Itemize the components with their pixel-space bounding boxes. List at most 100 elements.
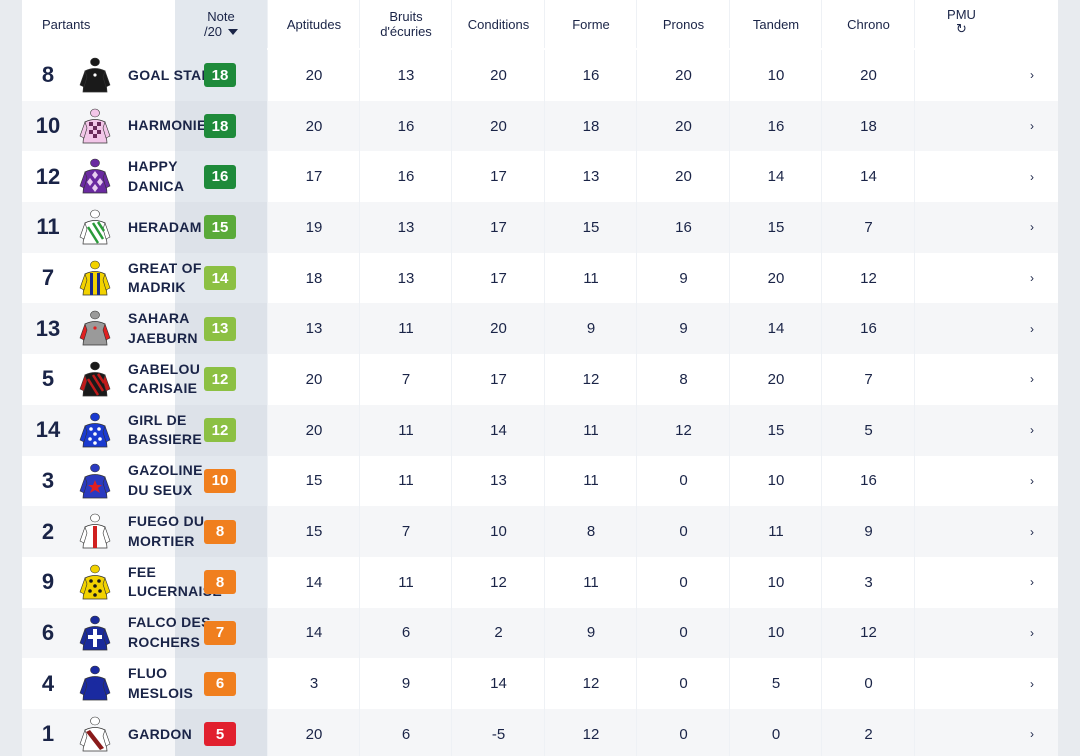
note-badge: 5 xyxy=(204,722,236,747)
table-row[interactable]: 13 SAHARA JAEBURN 13 13 11 20 9 9 14 16 › xyxy=(22,303,1058,355)
horse-name[interactable]: HARMONIE xyxy=(128,117,207,134)
horse-name[interactable]: GARDON xyxy=(128,725,193,742)
note-badge: 8 xyxy=(204,570,236,595)
score-forme: 9 xyxy=(544,303,637,355)
chevron-right-icon[interactable]: › xyxy=(1030,727,1034,742)
note-badge: 16 xyxy=(204,164,236,189)
chevron-right-icon[interactable]: › xyxy=(1030,423,1034,438)
horse-name[interactable]: GAZOLINE DU SEUX xyxy=(128,462,203,498)
chevron-right-icon[interactable]: › xyxy=(1030,271,1034,286)
horse-name[interactable]: GABELOU CARISAIE xyxy=(128,360,201,397)
score-aptitudes: 19 xyxy=(267,202,360,253)
horse-number: 14 xyxy=(35,417,61,443)
jockey-silk-icon xyxy=(78,665,112,703)
chevron-right-icon[interactable]: › xyxy=(1030,473,1034,488)
header-tandem[interactable]: Tandem xyxy=(729,0,822,48)
jockey-silk-icon xyxy=(78,361,112,399)
table-row[interactable]: 8 GOAL STAR 18 20 13 20 16 20 10 20 › xyxy=(22,50,1058,101)
score-pronos: 0 xyxy=(636,658,730,709)
header-pronos[interactable]: Pronos xyxy=(636,0,730,48)
header-forme[interactable]: Forme xyxy=(544,0,637,48)
horse-name[interactable]: GIRL DE BASSIERE xyxy=(128,411,202,448)
chevron-right-icon[interactable]: › xyxy=(1030,321,1034,336)
table-row[interactable]: 6 FALCO DES ROCHERS 7 14 6 2 9 0 10 12 › xyxy=(22,607,1058,659)
table-row[interactable]: 4 FLUO MESLOIS 6 3 9 14 12 0 5 0 › xyxy=(22,658,1058,709)
note-badge: 12 xyxy=(204,367,236,392)
score-forme: 11 xyxy=(544,556,637,608)
horse-number: 5 xyxy=(41,366,55,392)
horse-name[interactable]: FLUO MESLOIS xyxy=(128,665,194,701)
pmu-cell xyxy=(914,303,1008,355)
chevron-right-icon[interactable]: › xyxy=(1030,220,1034,235)
score-tandem: 0 xyxy=(729,708,822,756)
score-conditions: -5 xyxy=(451,708,545,756)
score-pronos: 8 xyxy=(636,354,730,405)
horse-name[interactable]: SAHARA JAEBURN xyxy=(128,310,198,346)
chevron-right-icon[interactable]: › xyxy=(1030,575,1034,590)
score-pronos: 9 xyxy=(636,303,730,355)
score-pronos: 12 xyxy=(636,404,730,456)
table-row[interactable]: 10 HARMONIE 18 20 16 20 18 20 16 18 › xyxy=(22,100,1058,152)
score-tandem: 10 xyxy=(729,455,822,507)
header-pmu-label: PMU xyxy=(947,7,976,22)
score-bruits: 7 xyxy=(359,354,452,405)
score-bruits: 6 xyxy=(359,607,452,659)
header-bruits[interactable]: Bruits d'écuries xyxy=(359,0,452,48)
header-partants[interactable]: Partants xyxy=(22,0,173,48)
horse-name[interactable]: FEE LUCERNAISE xyxy=(128,563,223,600)
header-aptitudes[interactable]: Aptitudes xyxy=(267,0,360,48)
score-conditions: 17 xyxy=(451,252,545,304)
note-badge: 8 xyxy=(204,519,236,544)
partants-table: Partants Note /20 Aptitudes Bruits d'écu… xyxy=(22,0,1058,756)
table-row[interactable]: 12 HAPPY DANICA 16 17 16 17 13 20 14 14 › xyxy=(22,151,1058,203)
chevron-right-icon[interactable]: › xyxy=(1030,68,1034,83)
score-bruits: 16 xyxy=(359,151,452,203)
horse-name[interactable]: FUEGO DU MORTIER xyxy=(128,513,205,549)
score-pronos: 0 xyxy=(636,556,730,608)
header-pmu[interactable]: PMU ↻ xyxy=(914,0,1008,48)
header-note-sort[interactable]: Note /20 xyxy=(175,0,267,48)
score-conditions: 12 xyxy=(451,556,545,608)
jockey-silk-icon xyxy=(78,615,112,653)
chevron-right-icon[interactable]: › xyxy=(1030,119,1034,134)
table-row[interactable]: 5 GABELOU CARISAIE 12 20 7 17 12 8 20 7 › xyxy=(22,354,1058,405)
chevron-right-icon[interactable]: › xyxy=(1030,524,1034,539)
horse-number: 6 xyxy=(41,619,55,645)
horse-name[interactable]: GOAL STAR xyxy=(128,66,212,83)
horse-name[interactable]: GREAT OF MADRIK xyxy=(128,259,202,296)
table-row[interactable]: 2 FUEGO DU MORTIER 8 15 7 10 8 0 11 9 › xyxy=(22,506,1058,557)
table-row[interactable]: 11 HERADAM 15 19 13 17 15 16 15 7 › xyxy=(22,202,1058,253)
pmu-cell xyxy=(914,556,1008,608)
horse-number: 3 xyxy=(41,467,55,493)
score-chrono: 16 xyxy=(821,455,915,507)
header-chrono[interactable]: Chrono xyxy=(821,0,915,48)
horse-number: 12 xyxy=(35,163,61,189)
chevron-right-icon[interactable]: › xyxy=(1030,676,1034,691)
score-forme: 16 xyxy=(544,50,637,101)
chevron-right-icon[interactable]: › xyxy=(1030,372,1034,387)
score-pronos: 16 xyxy=(636,202,730,253)
chevron-right-icon[interactable]: › xyxy=(1030,169,1034,184)
score-conditions: 14 xyxy=(451,658,545,709)
horse-number: 2 xyxy=(41,518,55,544)
table-row[interactable]: 14 GIRL DE BASSIERE 12 20 11 14 11 12 15 5 › xyxy=(22,404,1058,456)
horse-name[interactable]: HAPPY DANICA xyxy=(128,158,185,194)
header-conditions-label: Conditions xyxy=(467,16,530,32)
table-row[interactable]: 7 GREAT OF MADRIK 14 18 13 17 11 9 20 12 › xyxy=(22,252,1058,304)
header-bruits-label-1: Bruits xyxy=(389,9,423,24)
chevron-right-icon[interactable]: › xyxy=(1030,625,1034,640)
header-conditions[interactable]: Conditions xyxy=(451,0,545,48)
score-chrono: 5 xyxy=(821,404,915,456)
horse-number: 10 xyxy=(35,113,61,139)
score-tandem: 11 xyxy=(729,506,822,557)
table-row[interactable]: 9 FEE LUCERNAISE 8 14 11 12 11 0 10 3 › xyxy=(22,556,1058,608)
refresh-icon[interactable]: ↻ xyxy=(956,21,967,36)
horse-name[interactable]: HERADAM xyxy=(128,218,202,235)
table-row[interactable]: 1 GARDON 5 20 6 -5 12 0 0 2 › xyxy=(22,708,1058,756)
score-forme: 12 xyxy=(544,708,637,756)
pmu-cell xyxy=(914,658,1008,709)
pmu-cell xyxy=(914,708,1008,756)
header-aptitudes-label: Aptitudes xyxy=(286,16,342,32)
table-row[interactable]: 3 GAZOLINE DU SEUX 10 15 11 13 11 0 10 16 › xyxy=(22,455,1058,507)
horse-name[interactable]: FALCO DES ROCHERS xyxy=(128,614,211,650)
